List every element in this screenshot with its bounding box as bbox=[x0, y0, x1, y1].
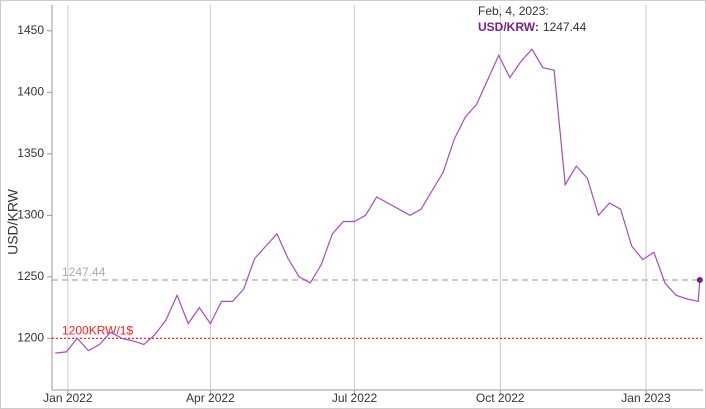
x-tick-label: Jul 2022 bbox=[332, 391, 378, 405]
hover-point bbox=[696, 276, 703, 283]
x-tick-label: Apr 2022 bbox=[186, 391, 235, 405]
tooltip-title: Feb, 4, 2023: bbox=[478, 4, 549, 18]
y-tick-label: 1450 bbox=[17, 23, 44, 37]
y-axis-label: USD/KRW bbox=[5, 188, 21, 255]
reference-label: 1247.44 bbox=[62, 265, 106, 279]
x-tick-label: Oct 2022 bbox=[476, 391, 525, 405]
tooltip-body: USD/KRW: 1247.44 bbox=[478, 20, 587, 34]
reference-label: 1200KRW/1$ bbox=[62, 324, 133, 338]
y-tick-label: 1300 bbox=[17, 208, 44, 222]
y-tick-label: 1200 bbox=[17, 331, 44, 345]
x-tick-label: Jan 2023 bbox=[621, 391, 671, 405]
y-tick-label: 1250 bbox=[17, 269, 44, 283]
y-tick-label: 1350 bbox=[17, 146, 44, 160]
tooltip-series: USD/KRW: bbox=[478, 20, 539, 34]
tooltip-value: 1247.44 bbox=[543, 20, 587, 34]
line bbox=[55, 48, 701, 354]
y-tick-label: 1400 bbox=[17, 85, 44, 99]
x-tick-label: Jan 2022 bbox=[43, 391, 93, 405]
